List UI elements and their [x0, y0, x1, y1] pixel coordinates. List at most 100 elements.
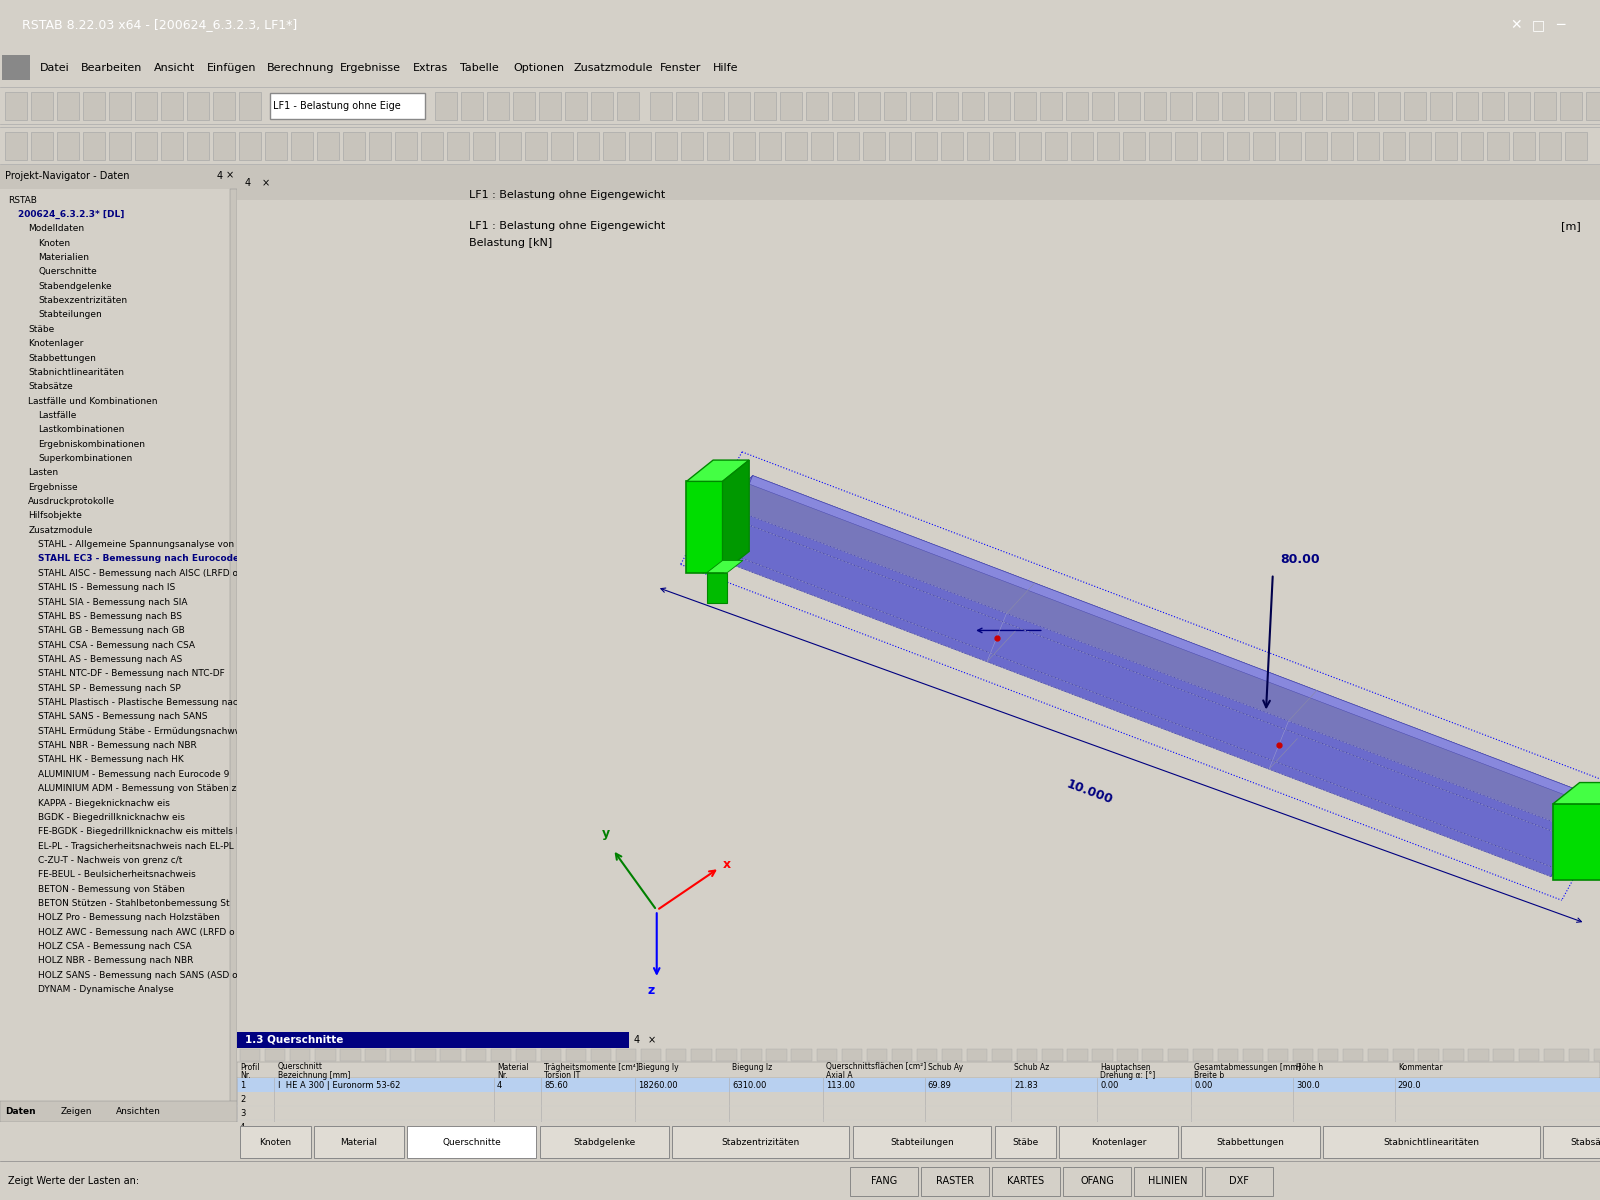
- Bar: [266, 132, 286, 160]
- Text: Kommentar: Kommentar: [1398, 1062, 1443, 1072]
- Bar: [539, 92, 562, 120]
- FancyBboxPatch shape: [672, 1126, 850, 1158]
- Polygon shape: [706, 546, 1555, 876]
- Bar: [0, 164, 237, 186]
- Text: Fenster: Fenster: [659, 62, 701, 73]
- Bar: [109, 92, 131, 120]
- Bar: [134, 92, 157, 120]
- Bar: [1019, 132, 1042, 160]
- Text: 4: 4: [245, 179, 251, 188]
- Bar: [1227, 132, 1250, 160]
- Text: 0.00: 0.00: [1194, 1080, 1213, 1090]
- Bar: [237, 1062, 1600, 1078]
- Bar: [365, 1049, 386, 1061]
- Text: Stabdgelenke: Stabdgelenke: [573, 1138, 635, 1147]
- Text: 18260.00: 18260.00: [638, 1080, 677, 1090]
- Bar: [1430, 92, 1453, 120]
- Text: DXF: DXF: [1229, 1176, 1250, 1187]
- FancyBboxPatch shape: [240, 1126, 310, 1158]
- Bar: [237, 1078, 1600, 1092]
- Text: ✕: ✕: [1510, 18, 1522, 32]
- Bar: [1486, 132, 1509, 160]
- Bar: [240, 1049, 261, 1061]
- Text: z: z: [648, 984, 654, 997]
- Text: STAHL CSA - Bemessung nach CSA: STAHL CSA - Bemessung nach CSA: [38, 641, 195, 649]
- Text: LF1 - Belastung ohne Eige: LF1 - Belastung ohne Eige: [274, 101, 400, 112]
- Bar: [666, 1049, 686, 1061]
- Bar: [741, 1049, 762, 1061]
- Bar: [590, 92, 613, 120]
- Text: STAHL SP - Bemessung nach SP: STAHL SP - Bemessung nach SP: [38, 684, 181, 692]
- Text: ALUMINIUM ADM - Bemessung von Stäben z: ALUMINIUM ADM - Bemessung von Stäben z: [38, 784, 237, 793]
- Text: STAHL BS - Bemessung nach BS: STAHL BS - Bemessung nach BS: [38, 612, 182, 620]
- Bar: [806, 92, 829, 120]
- Bar: [1410, 132, 1430, 160]
- Bar: [1456, 92, 1478, 120]
- Text: Querschnitte: Querschnitte: [443, 1138, 501, 1147]
- Bar: [390, 1049, 411, 1061]
- Bar: [1170, 92, 1192, 120]
- Bar: [1253, 132, 1275, 160]
- Polygon shape: [722, 484, 1595, 836]
- Bar: [291, 132, 314, 160]
- Text: 4: 4: [498, 1080, 502, 1090]
- Bar: [1117, 1049, 1138, 1061]
- Text: Axial A: Axial A: [826, 1070, 853, 1080]
- Bar: [1394, 1049, 1413, 1061]
- Text: RASTER: RASTER: [936, 1176, 974, 1187]
- Text: STAHL SANS - Bemessung nach SANS: STAHL SANS - Bemessung nach SANS: [38, 713, 208, 721]
- FancyBboxPatch shape: [853, 1126, 992, 1158]
- Text: Ansicht: Ansicht: [154, 62, 195, 73]
- Bar: [270, 94, 426, 119]
- Text: BETON - Bemessung von Stäben: BETON - Bemessung von Stäben: [38, 884, 186, 894]
- Bar: [416, 1049, 435, 1061]
- Bar: [1098, 132, 1118, 160]
- Text: 0.00: 0.00: [1101, 1080, 1118, 1090]
- Polygon shape: [722, 506, 1571, 836]
- Polygon shape: [725, 475, 1598, 828]
- Polygon shape: [709, 515, 1566, 868]
- Text: Extras: Extras: [413, 62, 448, 73]
- Bar: [1267, 1049, 1288, 1061]
- Bar: [862, 132, 885, 160]
- Bar: [1318, 1049, 1338, 1061]
- Text: Ansichten: Ansichten: [115, 1106, 160, 1116]
- Bar: [1174, 132, 1197, 160]
- Bar: [1568, 1049, 1589, 1061]
- Polygon shape: [686, 460, 749, 481]
- Bar: [1378, 92, 1400, 120]
- Bar: [754, 92, 776, 120]
- Text: Hauptachsen: Hauptachsen: [1101, 1062, 1150, 1072]
- Bar: [162, 132, 182, 160]
- FancyBboxPatch shape: [922, 1166, 989, 1196]
- Bar: [936, 92, 958, 120]
- Bar: [550, 132, 573, 160]
- Bar: [682, 132, 702, 160]
- Text: ×: ×: [648, 1034, 656, 1045]
- Text: Stabsätze: Stabsätze: [29, 383, 74, 391]
- Text: HOLZ CSA - Bemessung nach CSA: HOLZ CSA - Bemessung nach CSA: [38, 942, 192, 952]
- Bar: [565, 92, 587, 120]
- Text: Berechnung: Berechnung: [267, 62, 334, 73]
- Bar: [461, 92, 483, 120]
- Bar: [942, 1049, 962, 1061]
- Text: C-ZU-T - Nachweis von grenz c/t: C-ZU-T - Nachweis von grenz c/t: [38, 856, 182, 865]
- Text: Stabnichtlinearitäten: Stabnichtlinearitäten: [1384, 1138, 1480, 1147]
- Text: Profil: Profil: [240, 1062, 259, 1072]
- Text: 21.83: 21.83: [1014, 1080, 1038, 1090]
- Bar: [816, 1049, 837, 1061]
- Text: DYNAM - Dynamische Analyse: DYNAM - Dynamische Analyse: [38, 985, 174, 994]
- Bar: [566, 1049, 586, 1061]
- Text: 1: 1: [240, 1080, 245, 1090]
- Bar: [1197, 92, 1218, 120]
- Bar: [1243, 1049, 1262, 1061]
- Bar: [1192, 1049, 1213, 1061]
- Text: 200624_6.3.2.3* [DL]: 200624_6.3.2.3* [DL]: [18, 210, 125, 220]
- Text: ALUMINIUM - Bemessung nach Eurocode 9: ALUMINIUM - Bemessung nach Eurocode 9: [38, 770, 230, 779]
- Bar: [786, 132, 806, 160]
- Text: LF1 : Belastung ohne Eigengewicht: LF1 : Belastung ohne Eigengewicht: [469, 191, 666, 200]
- Bar: [2, 55, 30, 80]
- Bar: [0, 1100, 237, 1122]
- Text: Ausdruckprotokolle: Ausdruckprotokolle: [29, 497, 115, 506]
- Bar: [675, 92, 698, 120]
